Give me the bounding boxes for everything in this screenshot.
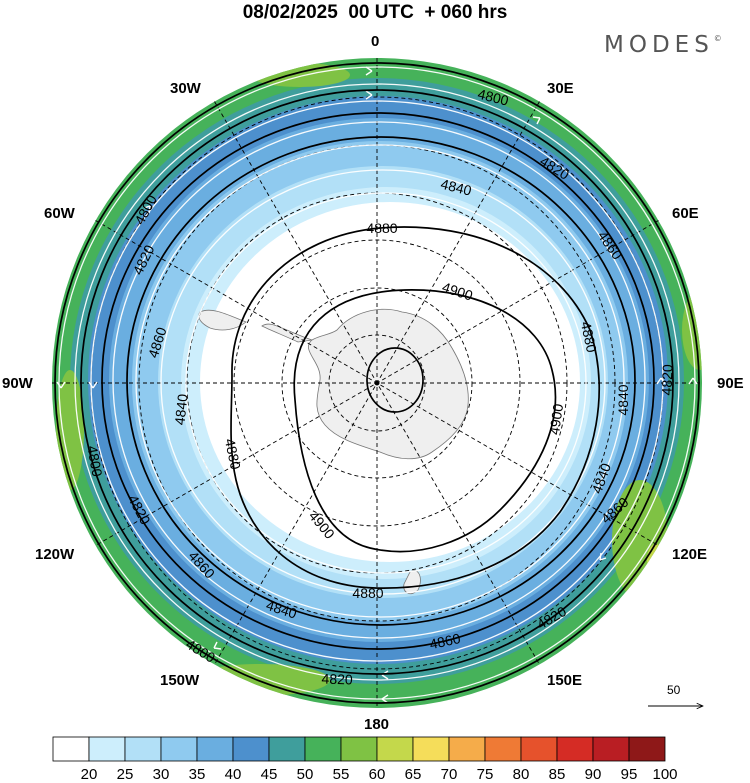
- height-contours: [54, 62, 700, 704]
- contour-4900: [293, 289, 557, 553]
- contour-label: 4840: [439, 176, 473, 199]
- contour-label: 4880: [352, 585, 383, 601]
- lon-label-60w: 60W: [44, 205, 75, 222]
- colorbar-box: [520, 736, 558, 762]
- south-pole-dot: [374, 380, 380, 386]
- colorbar-box: [340, 736, 378, 762]
- colorbar-tick-label: 45: [260, 766, 278, 783]
- contour-label: 4820: [658, 364, 675, 396]
- south-america-tip: [198, 309, 247, 331]
- contour-4920: [366, 347, 424, 413]
- colorbar-tick-label: 60: [368, 766, 386, 783]
- colorbar-box: [196, 736, 234, 762]
- colorbar-box: [412, 736, 450, 762]
- colorbar-box: [124, 736, 162, 762]
- colorbar-tick-label: 25: [116, 766, 134, 783]
- contour-label: 4800: [84, 444, 105, 478]
- contour-label: 4880: [222, 437, 244, 471]
- map-title: 08/02/2025 00 UTC + 060 hrs: [242, 2, 508, 23]
- colorbar: [52, 736, 666, 762]
- colorbar-box: [556, 736, 594, 762]
- colorbar-tick-label: 85: [548, 766, 566, 783]
- contour-label: 4800: [476, 86, 510, 109]
- colorbar-box: [376, 736, 414, 762]
- colorbar-box: [52, 736, 90, 762]
- colorbar-box: [232, 736, 270, 762]
- streamline-arrows: [56, 66, 698, 704]
- lon-label-150w: 150W: [160, 672, 200, 689]
- colorbar-tick-label: 30: [152, 766, 170, 783]
- contour-4880: [230, 226, 600, 589]
- brand-name: MODES: [604, 32, 714, 58]
- colorbar-box: [448, 736, 486, 762]
- contour-label: 4880: [366, 220, 397, 236]
- colorbar-tick-label: 50: [296, 766, 314, 783]
- antarctic-peninsula: [261, 323, 313, 343]
- colorbar-tick-label: 95: [620, 766, 638, 783]
- reference-vector-value: 50: [667, 683, 681, 697]
- colorbar-tick-label: 80: [512, 766, 530, 783]
- contour-label: 4840: [171, 393, 190, 426]
- colorbar-box: [628, 736, 666, 762]
- lon-label-0: 0: [371, 33, 380, 50]
- colorbar-tick-label: 90: [584, 766, 602, 783]
- contour-4840: [101, 112, 655, 650]
- colorbar-tick-label: 20: [80, 766, 98, 783]
- colorbar-tick-label: 40: [224, 766, 242, 783]
- contour-label: 4900: [546, 403, 566, 436]
- colorbar-box: [88, 736, 126, 762]
- colorbar-box: [160, 736, 198, 762]
- lon-label-150e: 150E: [547, 672, 583, 689]
- contour-label: 4820: [321, 670, 353, 687]
- lon-label-120w: 120W: [35, 546, 75, 563]
- lon-label-120e: 120E: [672, 546, 708, 563]
- brand-logo: MODES©: [604, 32, 722, 58]
- colorbar-tick-label: 65: [404, 766, 422, 783]
- contour-4860: [126, 136, 636, 626]
- colorbar-tick-label: 55: [332, 766, 350, 783]
- colorbar-tick-label: 35: [188, 766, 206, 783]
- colorbar-box: [304, 736, 342, 762]
- colorbar-box: [484, 736, 522, 762]
- contour-4820: [80, 89, 674, 675]
- contour-label: 4880: [578, 320, 600, 354]
- lon-label-30e: 30E: [547, 80, 574, 97]
- brand-mark: ©: [713, 34, 722, 43]
- lon-label-60e: 60E: [672, 205, 699, 222]
- colorbar-box: [268, 736, 306, 762]
- colorbar-tick-label: 75: [476, 766, 494, 783]
- lon-label-30w: 30W: [170, 80, 201, 97]
- colorbar-tick-label: 100: [652, 766, 678, 783]
- contour-label: 4840: [615, 384, 631, 415]
- contour-label: 4860: [428, 630, 462, 652]
- contour-4800: [54, 62, 700, 704]
- colorbar-box: [592, 736, 630, 762]
- lon-label-90e: 90E: [717, 375, 744, 392]
- lon-label-180: 180: [364, 716, 390, 733]
- lon-label-90w: 90W: [2, 375, 33, 392]
- colorbar-tick-label: 70: [440, 766, 458, 783]
